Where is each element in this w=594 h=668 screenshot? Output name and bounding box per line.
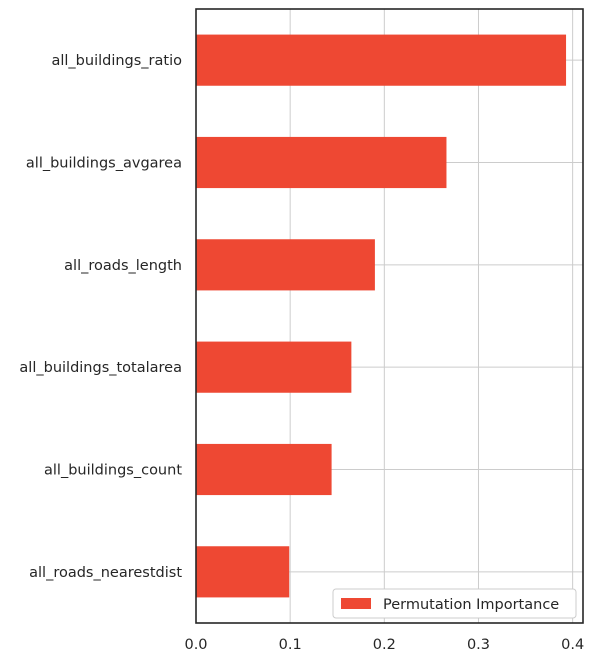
y-tick-label: all_roads_nearestdist: [29, 565, 182, 581]
x-axis-ticks: 0.0 0.1 0.2 0.3 0.4: [184, 637, 584, 653]
y-tick-label: all_roads_length: [64, 258, 182, 274]
x-tick-label: 0.0: [184, 637, 207, 653]
grid-lines: [196, 9, 583, 623]
bars: [196, 35, 566, 598]
y-tick-label: all_buildings_ratio: [51, 53, 182, 69]
bar-all_buildings_ratio: [196, 35, 566, 86]
bar-all_buildings_avgarea: [196, 137, 446, 188]
bar-all_roads_nearestdist: [196, 546, 289, 597]
bar-all_buildings_count: [196, 444, 332, 495]
y-tick-label: all_buildings_totalarea: [19, 360, 182, 376]
x-tick-label: 0.4: [561, 637, 584, 653]
bar-all_buildings_totalarea: [196, 342, 351, 393]
plot-frame: [196, 9, 583, 623]
bar-all_roads_length: [196, 239, 375, 290]
legend: Permutation Importance: [333, 589, 576, 618]
x-tick-label: 0.3: [467, 637, 490, 653]
y-tick-label: all_buildings_count: [44, 463, 182, 479]
x-tick-label: 0.2: [373, 637, 396, 653]
legend-label: Permutation Importance: [383, 597, 559, 613]
y-tick-label: all_buildings_avgarea: [26, 156, 182, 172]
y-axis-ticks: all_buildings_ratio all_buildings_avgarea…: [19, 53, 182, 581]
legend-swatch: [341, 598, 371, 609]
x-tick-label: 0.1: [279, 637, 302, 653]
